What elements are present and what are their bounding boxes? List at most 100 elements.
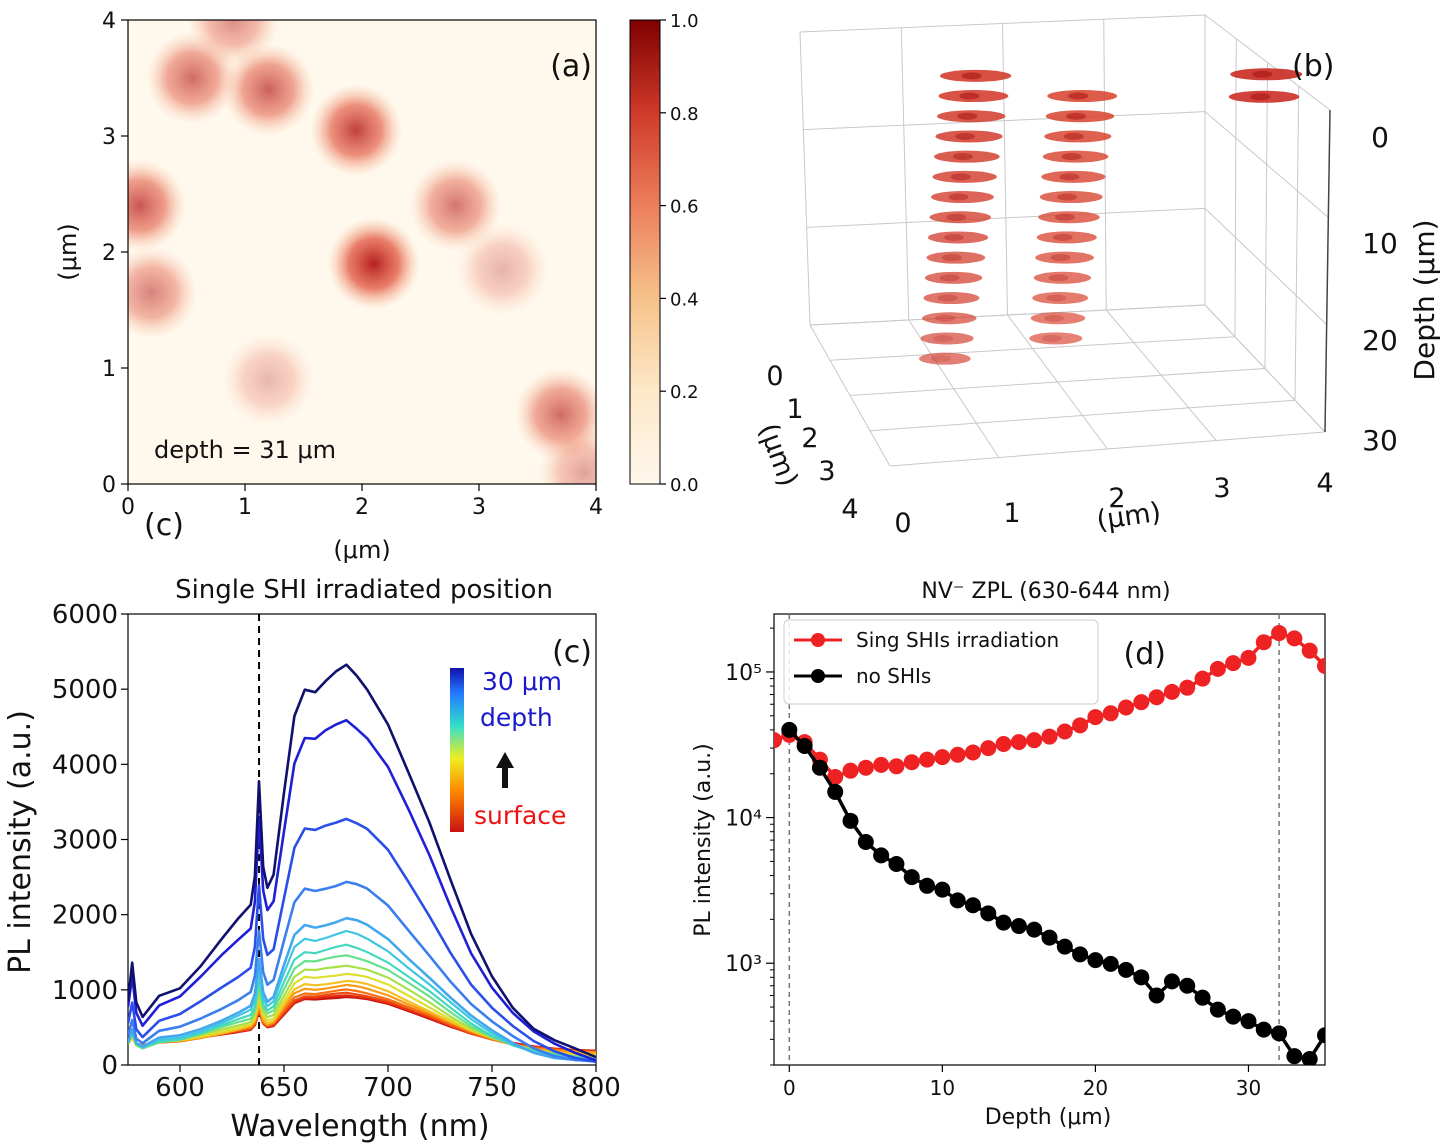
depth-slice-core — [1061, 153, 1082, 161]
series-point-1 — [1056, 938, 1073, 955]
x-tick-label-d: 20 — [1083, 1076, 1108, 1100]
x-tick-label-b: 0 — [894, 508, 911, 539]
series-point-1 — [934, 881, 951, 898]
series-point-1 — [995, 914, 1012, 931]
wall-gridline — [799, 31, 811, 326]
y-tick-label-d: 10⁴ — [725, 807, 762, 832]
legend-entry-1: no SHIs — [794, 664, 931, 688]
series-point-0 — [964, 744, 981, 761]
series-point-0 — [995, 736, 1012, 753]
depth-slice-spot — [929, 211, 991, 224]
depth-slice-spot — [928, 231, 989, 244]
depth-slice-core — [939, 274, 960, 282]
y-tick-label-c: 6000 — [52, 600, 118, 630]
series-point-1 — [964, 897, 981, 914]
x-tick-label-b: 2 — [1108, 483, 1125, 514]
wall-gridline — [1204, 111, 1329, 218]
wall-gridline — [1294, 86, 1300, 401]
series-point-1 — [1209, 1001, 1226, 1018]
depth-slice-spot — [926, 251, 986, 264]
wall-gridline — [1264, 62, 1268, 369]
wall-gridline — [900, 27, 910, 321]
heatmap-spots — [128, 20, 596, 484]
x-tick-label-b: 4 — [1316, 468, 1333, 499]
y-tick-label-a: 4 — [102, 9, 116, 34]
depth-slice-spot — [1044, 130, 1112, 143]
series-point-1 — [873, 847, 890, 864]
depth-annotation: depth = 31 μm — [154, 436, 336, 464]
series-point-0 — [774, 732, 782, 749]
axis-ticks-d: 0 10 20 30 10³ 10⁴ 10⁵ — [725, 627, 1261, 1100]
z-tick-label-b: 0 — [1371, 121, 1389, 154]
series-point-0 — [1163, 683, 1180, 700]
series-point-1 — [827, 783, 844, 800]
depth-slice-spot — [1032, 292, 1089, 305]
wall-gridline — [799, 14, 1206, 33]
depth-slice-core — [933, 334, 954, 342]
heatmap-spot — [128, 246, 198, 339]
series-point-0 — [827, 768, 844, 785]
series-point-0 — [1209, 660, 1226, 677]
series-point-0 — [980, 740, 997, 757]
series-point-1 — [1301, 1050, 1318, 1065]
depth-slice-core — [935, 314, 956, 322]
wall-gridline — [809, 304, 1206, 326]
legend-label-1: no SHIs — [856, 664, 931, 688]
spectrum-line — [128, 718, 596, 1062]
z-axis-line — [1324, 109, 1331, 433]
y-tick-label-b: 3 — [818, 456, 835, 487]
depth-slice-spot — [1039, 191, 1103, 204]
series-point-1 — [1041, 929, 1058, 946]
series-point-0 — [1255, 634, 1272, 651]
series-point-0 — [1133, 694, 1150, 711]
depth-slice-core — [955, 132, 976, 140]
chart-title-c: Single SHI irradiated position — [175, 575, 553, 605]
series-point-1 — [1179, 977, 1196, 994]
panel-label-a: (a) — [550, 49, 592, 84]
depth-slice-core — [930, 355, 951, 363]
x-tick-label-b: 3 — [1213, 473, 1230, 504]
y-axis-label-d: PL intensity (a.u.) — [691, 743, 716, 936]
panel-label-c-top: (c) — [144, 508, 184, 543]
z-tick-label-b: 30 — [1362, 424, 1398, 457]
spectrum-line — [128, 663, 596, 1059]
series-point-0 — [1118, 699, 1135, 716]
y-tick-label-c: 4000 — [52, 750, 118, 780]
series-point-1 — [980, 905, 997, 922]
y-tick-label-a: 0 — [102, 473, 116, 498]
depth-slice-spot — [1041, 170, 1106, 183]
depth-slice-core — [1063, 132, 1084, 140]
y-tick-label-a: 2 — [102, 241, 116, 266]
depth-slice-spot — [919, 352, 971, 365]
floor-gridline — [1105, 309, 1217, 441]
series-point-0 — [1194, 670, 1211, 687]
depth-slice-spot — [932, 170, 997, 183]
panel-label-c: (c) — [552, 635, 592, 670]
series-point-1 — [796, 738, 813, 755]
series-point-0 — [1041, 728, 1058, 745]
series-point-1 — [1286, 1048, 1303, 1065]
y-tick-label-c: 0 — [101, 1051, 118, 1081]
spectrum-line — [128, 817, 596, 1064]
series-point-1 — [811, 759, 828, 776]
x-tick-label-a: 2 — [355, 495, 369, 520]
depth-slice-core — [957, 112, 978, 120]
series-point-1 — [1240, 1013, 1257, 1030]
depth-slice-spot — [925, 271, 983, 284]
legend-d: Sing SHIs irradiation no SHIs — [783, 619, 1099, 705]
depth-series — [774, 614, 1325, 1065]
heatmap-spot — [222, 43, 315, 136]
series-point-1 — [1255, 1021, 1272, 1038]
series-point-1 — [1010, 918, 1027, 935]
depth-slice-spot — [920, 332, 974, 345]
y-tick-label-d: 10³ — [725, 952, 762, 977]
heatmap-spot — [327, 217, 420, 310]
floor-gridline — [889, 431, 1326, 467]
x-tick-label-b: 1 — [1003, 498, 1020, 529]
depth-slice-spot — [922, 312, 977, 325]
wall-gridline — [1204, 14, 1331, 111]
depth-slice-core — [937, 294, 958, 302]
colorbar-tick-label: 0.8 — [670, 104, 699, 125]
